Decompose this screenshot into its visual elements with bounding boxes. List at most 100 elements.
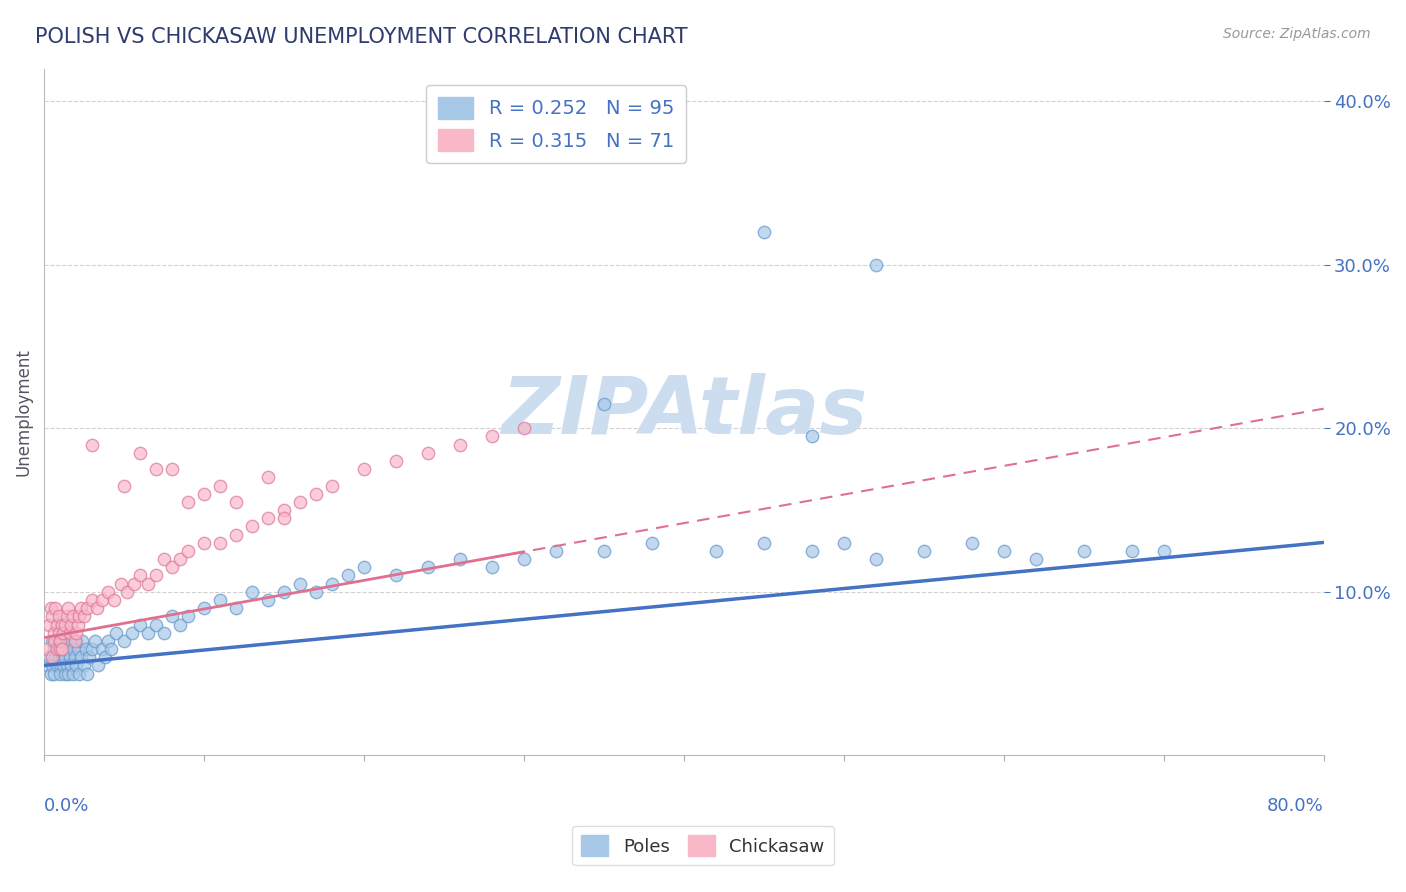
Text: ZIPAtlas: ZIPAtlas [501, 373, 868, 451]
Point [37, 642, 59, 657]
Point [121, 625, 143, 640]
Point [48, 633, 70, 648]
Point [60, 617, 83, 632]
Point [72, 633, 94, 648]
Point [209, 478, 232, 492]
Point [66, 617, 89, 632]
Legend: R = 0.252   N = 95, R = 0.315   N = 71: R = 0.252 N = 95, R = 0.315 N = 71 [426, 85, 686, 163]
Point [416, 446, 439, 460]
Point [41, 658, 63, 673]
Point [305, 486, 328, 500]
Text: POLISH VS CHICKASAW UNEMPLOYMENT CORRELATION CHART: POLISH VS CHICKASAW UNEMPLOYMENT CORRELA… [35, 27, 688, 46]
Point [38, 650, 60, 665]
Point [53, 650, 76, 665]
Point [177, 609, 200, 624]
Point [52, 625, 75, 640]
Point [65, 633, 87, 648]
Point [257, 470, 280, 484]
Point [42, 633, 65, 648]
Point [752, 225, 775, 239]
Point [416, 560, 439, 574]
Point [273, 584, 295, 599]
Point [53, 666, 76, 681]
Point [62, 666, 84, 681]
Point [136, 576, 159, 591]
Point [449, 437, 471, 451]
Text: 80.0%: 80.0% [1267, 797, 1323, 814]
Point [48, 609, 70, 624]
Y-axis label: Unemployment: Unemployment [15, 348, 32, 475]
Point [38, 617, 60, 632]
Point [193, 601, 215, 615]
Point [209, 535, 232, 549]
Point [145, 568, 167, 582]
Point [321, 478, 343, 492]
Point [55, 633, 77, 648]
Point [77, 650, 100, 665]
Point [51, 633, 73, 648]
Point [52, 658, 75, 673]
Point [39, 601, 62, 615]
Point [353, 560, 375, 574]
Point [42, 666, 65, 681]
Point [865, 258, 887, 272]
Point [481, 429, 503, 443]
Point [73, 609, 96, 624]
Point [37, 658, 59, 673]
Point [100, 642, 122, 657]
Point [513, 552, 536, 566]
Point [112, 633, 135, 648]
Point [67, 609, 90, 624]
Point [73, 658, 96, 673]
Point [1153, 544, 1175, 558]
Point [87, 658, 110, 673]
Point [97, 633, 120, 648]
Point [110, 576, 132, 591]
Point [105, 625, 128, 640]
Point [160, 560, 183, 574]
Point [177, 495, 200, 509]
Point [112, 478, 135, 492]
Point [160, 462, 183, 476]
Point [45, 642, 67, 657]
Point [225, 527, 247, 541]
Point [41, 633, 63, 648]
Point [44, 601, 66, 615]
Point [86, 601, 108, 615]
Point [481, 560, 503, 574]
Point [56, 666, 79, 681]
Point [257, 511, 280, 525]
Text: 0.0%: 0.0% [44, 797, 90, 814]
Point [225, 601, 247, 615]
Point [97, 584, 120, 599]
Point [44, 633, 66, 648]
Point [153, 552, 176, 566]
Point [39, 666, 62, 681]
Point [49, 642, 72, 657]
Point [65, 625, 87, 640]
Point [257, 593, 280, 607]
Point [240, 584, 263, 599]
Point [49, 658, 72, 673]
Point [65, 658, 87, 673]
Point [136, 625, 159, 640]
Point [51, 617, 73, 632]
Point [641, 143, 664, 157]
Point [449, 552, 471, 566]
Point [60, 658, 83, 673]
Point [305, 584, 328, 599]
Point [752, 535, 775, 549]
Point [145, 617, 167, 632]
Point [75, 642, 97, 657]
Point [169, 552, 191, 566]
Point [84, 633, 107, 648]
Point [59, 633, 82, 648]
Point [960, 535, 983, 549]
Point [76, 666, 98, 681]
Point [44, 650, 66, 665]
Point [704, 544, 727, 558]
Point [42, 625, 65, 640]
Point [56, 642, 79, 657]
Point [49, 633, 72, 648]
Point [129, 568, 152, 582]
